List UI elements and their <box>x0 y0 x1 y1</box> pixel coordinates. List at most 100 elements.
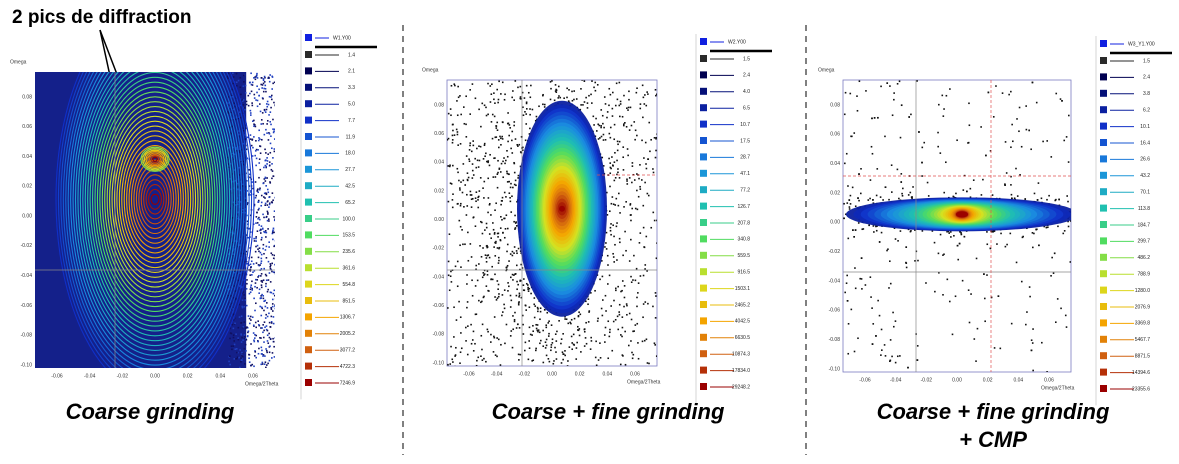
noise-dot <box>522 114 525 117</box>
noise-dot <box>261 84 264 86</box>
noise-dot <box>232 334 235 336</box>
noise-dot <box>827 217 829 219</box>
noise-dot <box>873 231 875 233</box>
noise-dot <box>242 129 245 132</box>
noise-dot <box>253 237 255 240</box>
y-tick-label: 0.06 <box>434 131 444 137</box>
noise-dot <box>983 273 985 275</box>
noise-dot <box>255 278 257 281</box>
noise-dot <box>986 231 988 233</box>
noise-dot <box>452 123 454 126</box>
noise-dot <box>249 288 252 291</box>
noise-dot <box>588 310 591 312</box>
noise-dot <box>600 109 603 111</box>
noise-dot <box>267 218 270 220</box>
noise-dot <box>456 133 459 136</box>
noise-dot <box>493 98 495 101</box>
noise-dot <box>610 305 612 307</box>
noise-dot <box>253 125 255 127</box>
noise-dot <box>248 353 250 356</box>
noise-dot <box>508 180 510 183</box>
noise-dot <box>241 305 243 308</box>
noise-dot <box>266 219 269 222</box>
noise-dot <box>243 160 245 163</box>
noise-dot <box>485 106 487 109</box>
legend-swatch <box>700 87 707 95</box>
noise-dot <box>476 359 478 362</box>
noise-dot <box>642 274 645 277</box>
contour <box>143 179 167 220</box>
noise-dot <box>249 114 252 116</box>
noise-dot <box>553 360 555 362</box>
contour <box>55 72 255 368</box>
noise-dot <box>579 108 582 111</box>
noise-dot <box>623 305 625 308</box>
noise-dot <box>475 313 478 316</box>
noise-dot <box>550 61 552 63</box>
noise-dot <box>263 87 265 90</box>
noise-dot <box>232 146 235 149</box>
noise-dot <box>514 222 517 224</box>
noise-dot <box>555 358 558 360</box>
noise-dot <box>601 156 604 159</box>
noise-dot <box>474 97 477 100</box>
noise-dot <box>883 344 886 346</box>
noise-dot <box>618 177 621 179</box>
noise-dot <box>514 311 516 314</box>
noise-dot <box>272 340 275 343</box>
noise-dot <box>528 306 531 309</box>
noise-dot <box>529 113 531 116</box>
noise-dot <box>519 268 521 271</box>
noise-dot <box>630 124 633 127</box>
noise-dot <box>961 279 964 282</box>
noise-dot <box>900 181 903 183</box>
noise-dot <box>630 214 632 216</box>
noise-dot <box>529 96 532 99</box>
noise-dot <box>271 230 274 233</box>
noise-dot <box>459 143 462 145</box>
noise-dot <box>619 100 622 103</box>
noise-dot <box>497 171 499 174</box>
noise-dot <box>634 324 637 326</box>
noise-dot <box>650 138 652 141</box>
noise-dot <box>890 164 893 167</box>
noise-dot <box>1024 198 1027 200</box>
x-tick-label: -0.06 <box>859 377 871 383</box>
contour <box>142 148 168 171</box>
noise-dot <box>636 134 638 137</box>
noise-dot <box>266 105 269 108</box>
noise-dot <box>873 117 876 119</box>
noise-dot <box>630 318 633 321</box>
noise-dot <box>516 200 518 203</box>
noise-dot <box>843 113 846 116</box>
noise-dot <box>237 201 240 203</box>
noise-dot <box>229 263 232 265</box>
noise-dot <box>496 232 499 235</box>
noise-dot <box>595 117 597 120</box>
noise-dot <box>274 239 275 242</box>
noise-dot <box>568 89 570 91</box>
noise-dot <box>861 288 863 290</box>
noise-dot <box>251 155 254 157</box>
noise-dot <box>491 278 494 281</box>
noise-dot <box>639 164 641 166</box>
noise-dot <box>232 248 235 250</box>
noise-dot <box>266 329 269 332</box>
contour <box>60 72 250 368</box>
noise-dot <box>606 111 609 113</box>
noise-dot <box>228 166 230 169</box>
noise-dot <box>655 149 657 152</box>
noise-dot <box>604 103 607 105</box>
noise-dot <box>1048 194 1050 197</box>
noise-dot <box>449 275 452 278</box>
noise-dot <box>464 243 466 246</box>
noise-dot <box>611 196 614 198</box>
noise-dot <box>251 287 253 290</box>
noise-dot <box>472 350 475 352</box>
noise-dot <box>610 202 613 205</box>
noise-dot <box>506 181 509 183</box>
noise-dot <box>256 244 259 247</box>
noise-dot <box>985 154 987 157</box>
legend-swatch <box>1100 73 1107 81</box>
noise-dot <box>599 357 602 359</box>
